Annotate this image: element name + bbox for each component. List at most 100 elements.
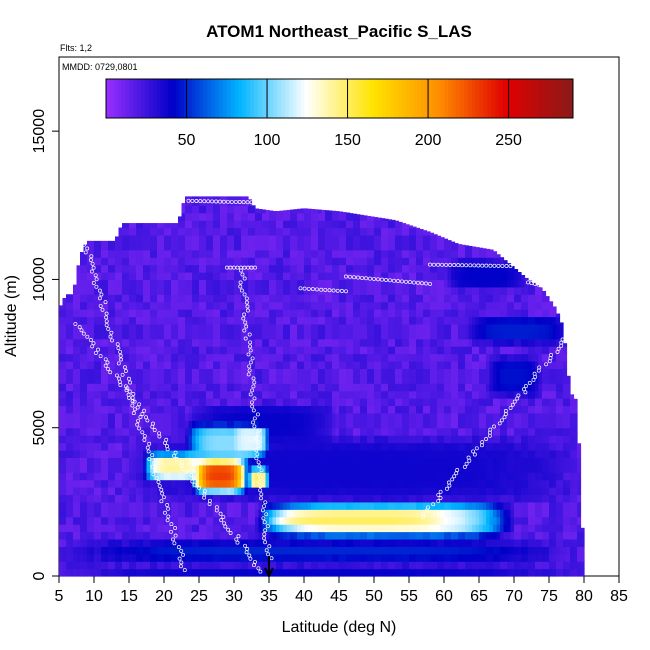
heatmap-cell bbox=[94, 353, 99, 362]
heatmap-cell bbox=[104, 435, 109, 444]
heatmap-cell bbox=[188, 234, 193, 243]
heatmap-cell bbox=[157, 223, 162, 229]
heatmap-cell bbox=[276, 494, 281, 503]
heatmap-cell bbox=[199, 509, 204, 518]
heatmap-cell bbox=[59, 405, 64, 414]
heatmap-cell bbox=[90, 435, 95, 444]
heatmap-cell bbox=[101, 412, 106, 421]
heatmap-cell bbox=[199, 220, 204, 229]
heatmap-cell bbox=[276, 360, 281, 369]
heatmap-cell bbox=[391, 375, 396, 384]
heatmap-cell bbox=[146, 435, 151, 444]
heatmap-cell bbox=[188, 249, 193, 258]
heatmap-cell bbox=[195, 323, 200, 332]
heatmap-cell bbox=[283, 561, 288, 570]
heatmap-cell bbox=[115, 546, 120, 555]
heatmap-cell bbox=[297, 294, 302, 303]
heatmap-cell bbox=[62, 531, 67, 540]
heatmap-cell bbox=[244, 301, 249, 310]
heatmap-cell bbox=[405, 390, 410, 399]
heatmap-cell bbox=[206, 323, 211, 332]
heatmap-cell bbox=[202, 205, 207, 214]
heatmap-cell bbox=[234, 360, 239, 369]
heatmap-cell bbox=[132, 368, 137, 377]
heatmap-cell bbox=[349, 546, 354, 555]
heatmap-cell bbox=[276, 516, 281, 525]
heatmap-cell bbox=[328, 212, 333, 221]
heatmap-cell bbox=[213, 227, 218, 236]
heatmap-cell bbox=[258, 360, 263, 369]
heatmap-cell bbox=[335, 494, 340, 503]
heatmap-cell bbox=[342, 212, 347, 221]
heatmap-cell bbox=[227, 516, 232, 525]
heatmap-cell bbox=[367, 309, 372, 318]
heatmap-cell bbox=[76, 375, 81, 384]
heatmap-cell bbox=[290, 442, 295, 451]
heatmap-cell bbox=[398, 479, 403, 488]
heatmap-cell bbox=[143, 223, 148, 229]
heatmap-cell bbox=[398, 398, 403, 407]
heatmap-cell bbox=[241, 509, 246, 518]
heatmap-cell bbox=[395, 279, 400, 288]
heatmap-cell bbox=[230, 472, 235, 481]
heatmap-cell bbox=[181, 531, 186, 540]
heatmap-cell bbox=[171, 346, 176, 355]
heatmap-cell bbox=[132, 487, 137, 496]
heatmap-cell bbox=[332, 427, 337, 436]
heatmap-cell bbox=[185, 249, 190, 258]
heatmap-cell bbox=[251, 346, 256, 355]
heatmap-cell bbox=[150, 353, 155, 362]
heatmap-cell bbox=[412, 375, 417, 384]
heatmap-cell bbox=[181, 442, 186, 451]
heatmap-cell bbox=[349, 249, 354, 258]
heatmap-cell bbox=[388, 531, 393, 540]
heatmap-cell bbox=[405, 323, 410, 332]
heatmap-cell bbox=[374, 257, 379, 266]
heatmap-cell bbox=[248, 427, 253, 436]
heatmap-cell bbox=[402, 494, 407, 503]
heatmap-cell bbox=[227, 531, 232, 540]
heatmap-cell bbox=[377, 279, 382, 288]
heatmap-cell bbox=[206, 331, 211, 340]
heatmap-cell bbox=[311, 531, 316, 540]
heatmap-cell bbox=[122, 227, 127, 236]
heatmap-cell bbox=[160, 264, 165, 273]
heatmap-cell bbox=[192, 435, 197, 444]
heatmap-cell bbox=[402, 390, 407, 399]
heatmap-cell bbox=[328, 494, 333, 503]
heatmap-cell bbox=[181, 242, 186, 251]
heatmap-cell bbox=[279, 210, 284, 214]
heatmap-cell bbox=[241, 472, 246, 481]
heatmap-cell bbox=[416, 398, 421, 407]
heatmap-cell bbox=[115, 323, 120, 332]
heatmap-cell bbox=[332, 546, 337, 555]
heatmap-cell bbox=[153, 272, 158, 281]
heatmap-cell bbox=[251, 420, 256, 429]
heatmap-cell bbox=[241, 360, 246, 369]
heatmap-cell bbox=[202, 472, 207, 481]
heatmap-cell bbox=[297, 286, 302, 295]
heatmap-cell bbox=[139, 301, 144, 310]
heatmap-cell bbox=[202, 294, 207, 303]
heatmap-cell bbox=[199, 568, 204, 577]
heatmap-cell bbox=[195, 553, 200, 562]
heatmap-cell bbox=[104, 531, 109, 540]
heatmap-cell bbox=[307, 316, 312, 325]
heatmap-cell bbox=[412, 538, 417, 547]
heatmap-cell bbox=[265, 242, 270, 251]
heatmap-cell bbox=[83, 346, 88, 355]
heatmap-cell bbox=[174, 568, 179, 577]
heatmap-cell bbox=[353, 501, 358, 510]
heatmap-cell bbox=[402, 383, 407, 392]
heatmap-cell bbox=[216, 272, 221, 281]
heatmap-cell bbox=[206, 196, 211, 199]
heatmap-cell bbox=[160, 316, 165, 325]
heatmap-cell bbox=[363, 509, 368, 518]
heatmap-cell bbox=[363, 398, 368, 407]
heatmap-cell bbox=[402, 294, 407, 303]
heatmap-cell bbox=[395, 234, 400, 243]
heatmap-cell bbox=[76, 494, 81, 503]
heatmap-cell bbox=[402, 487, 407, 496]
heatmap-cell bbox=[143, 494, 148, 503]
heatmap-cell bbox=[129, 227, 134, 236]
